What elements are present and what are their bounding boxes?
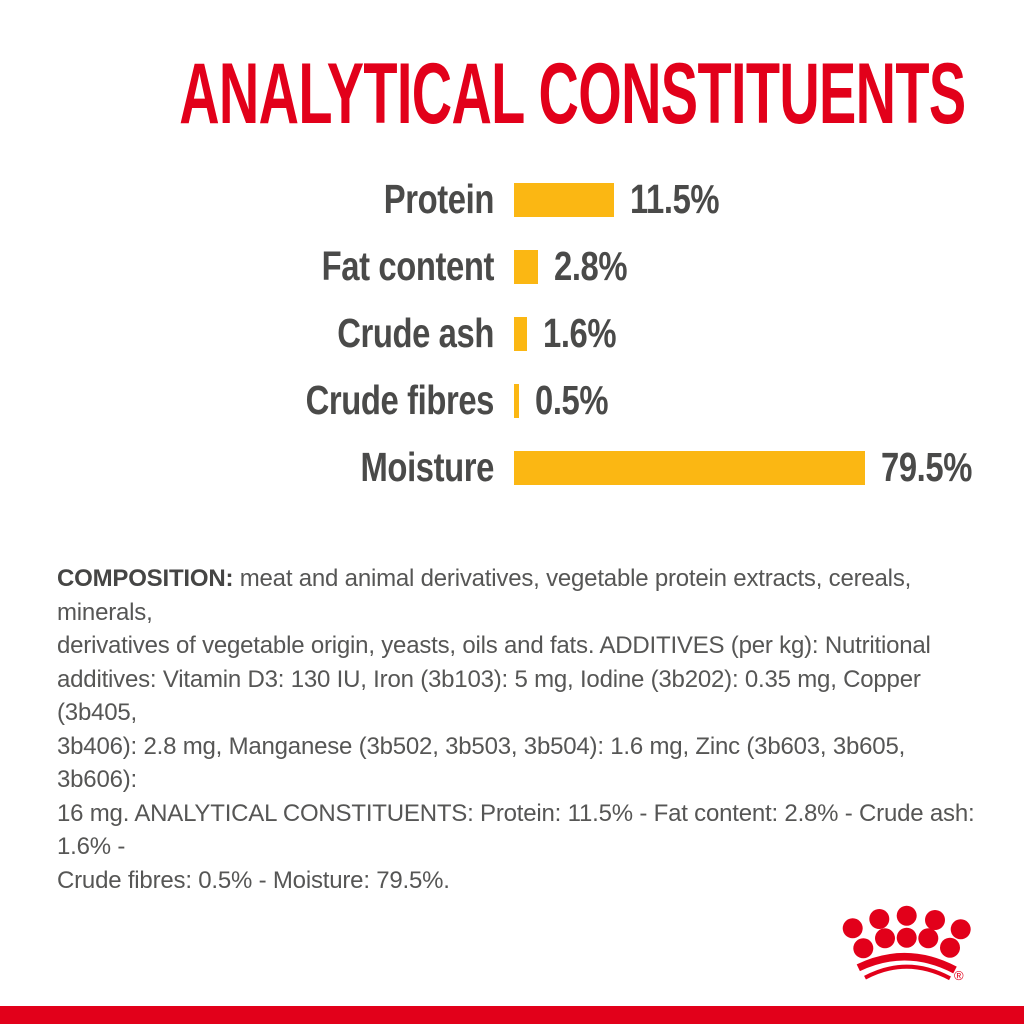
row-label-moisture: Moisture: [360, 444, 495, 490]
row-label-fat-content: Fat content: [321, 243, 495, 289]
chart-row-crude-ash: Crude ash 1.6%: [0, 300, 1024, 367]
bar-fat-content: [514, 249, 538, 284]
chart-row-fat-content: Fat content 2.8%: [0, 233, 1024, 300]
value-moisture: 79.5%: [881, 444, 973, 490]
chart-row-crude-fibres: Crude fibres 0.5%: [0, 367, 1024, 434]
bar-protein: [514, 182, 614, 217]
bar-crude-ash: [514, 316, 527, 351]
value-crude-ash: 1.6%: [543, 310, 617, 356]
value-fat-content: 2.8%: [554, 243, 628, 289]
chart-row-moisture: Moisture 79.5%: [0, 434, 1024, 501]
row-label-crude-fibres: Crude fibres: [305, 377, 495, 423]
composition-text: meat and animal derivatives, vegetable p…: [57, 565, 975, 894]
bottom-red-band: [0, 1006, 1024, 1024]
composition-label: COMPOSITION:: [57, 565, 234, 592]
page-title: ANALYTICAL CONSTITUENTS: [179, 46, 966, 142]
chart-row-protein: Protein 11.5%: [0, 166, 1024, 233]
royal-canin-crown-icon: ®: [842, 905, 971, 983]
value-crude-fibres: 0.5%: [535, 377, 609, 423]
crown-swoosh: [856, 952, 957, 981]
row-label-protein: Protein: [383, 176, 495, 222]
value-protein: 11.5%: [630, 176, 720, 222]
row-label-crude-ash: Crude ash: [337, 310, 494, 356]
constituents-bar-chart: Protein 11.5% Fat content 2.8% Crude ash…: [0, 166, 1024, 501]
crown-dots: [842, 905, 971, 959]
bar-crude-fibres: [514, 383, 519, 418]
composition-paragraph: COMPOSITION: meat and animal derivatives…: [57, 562, 987, 897]
registered-trademark-icon: ®: [954, 968, 964, 983]
bar-moisture: [514, 450, 865, 485]
